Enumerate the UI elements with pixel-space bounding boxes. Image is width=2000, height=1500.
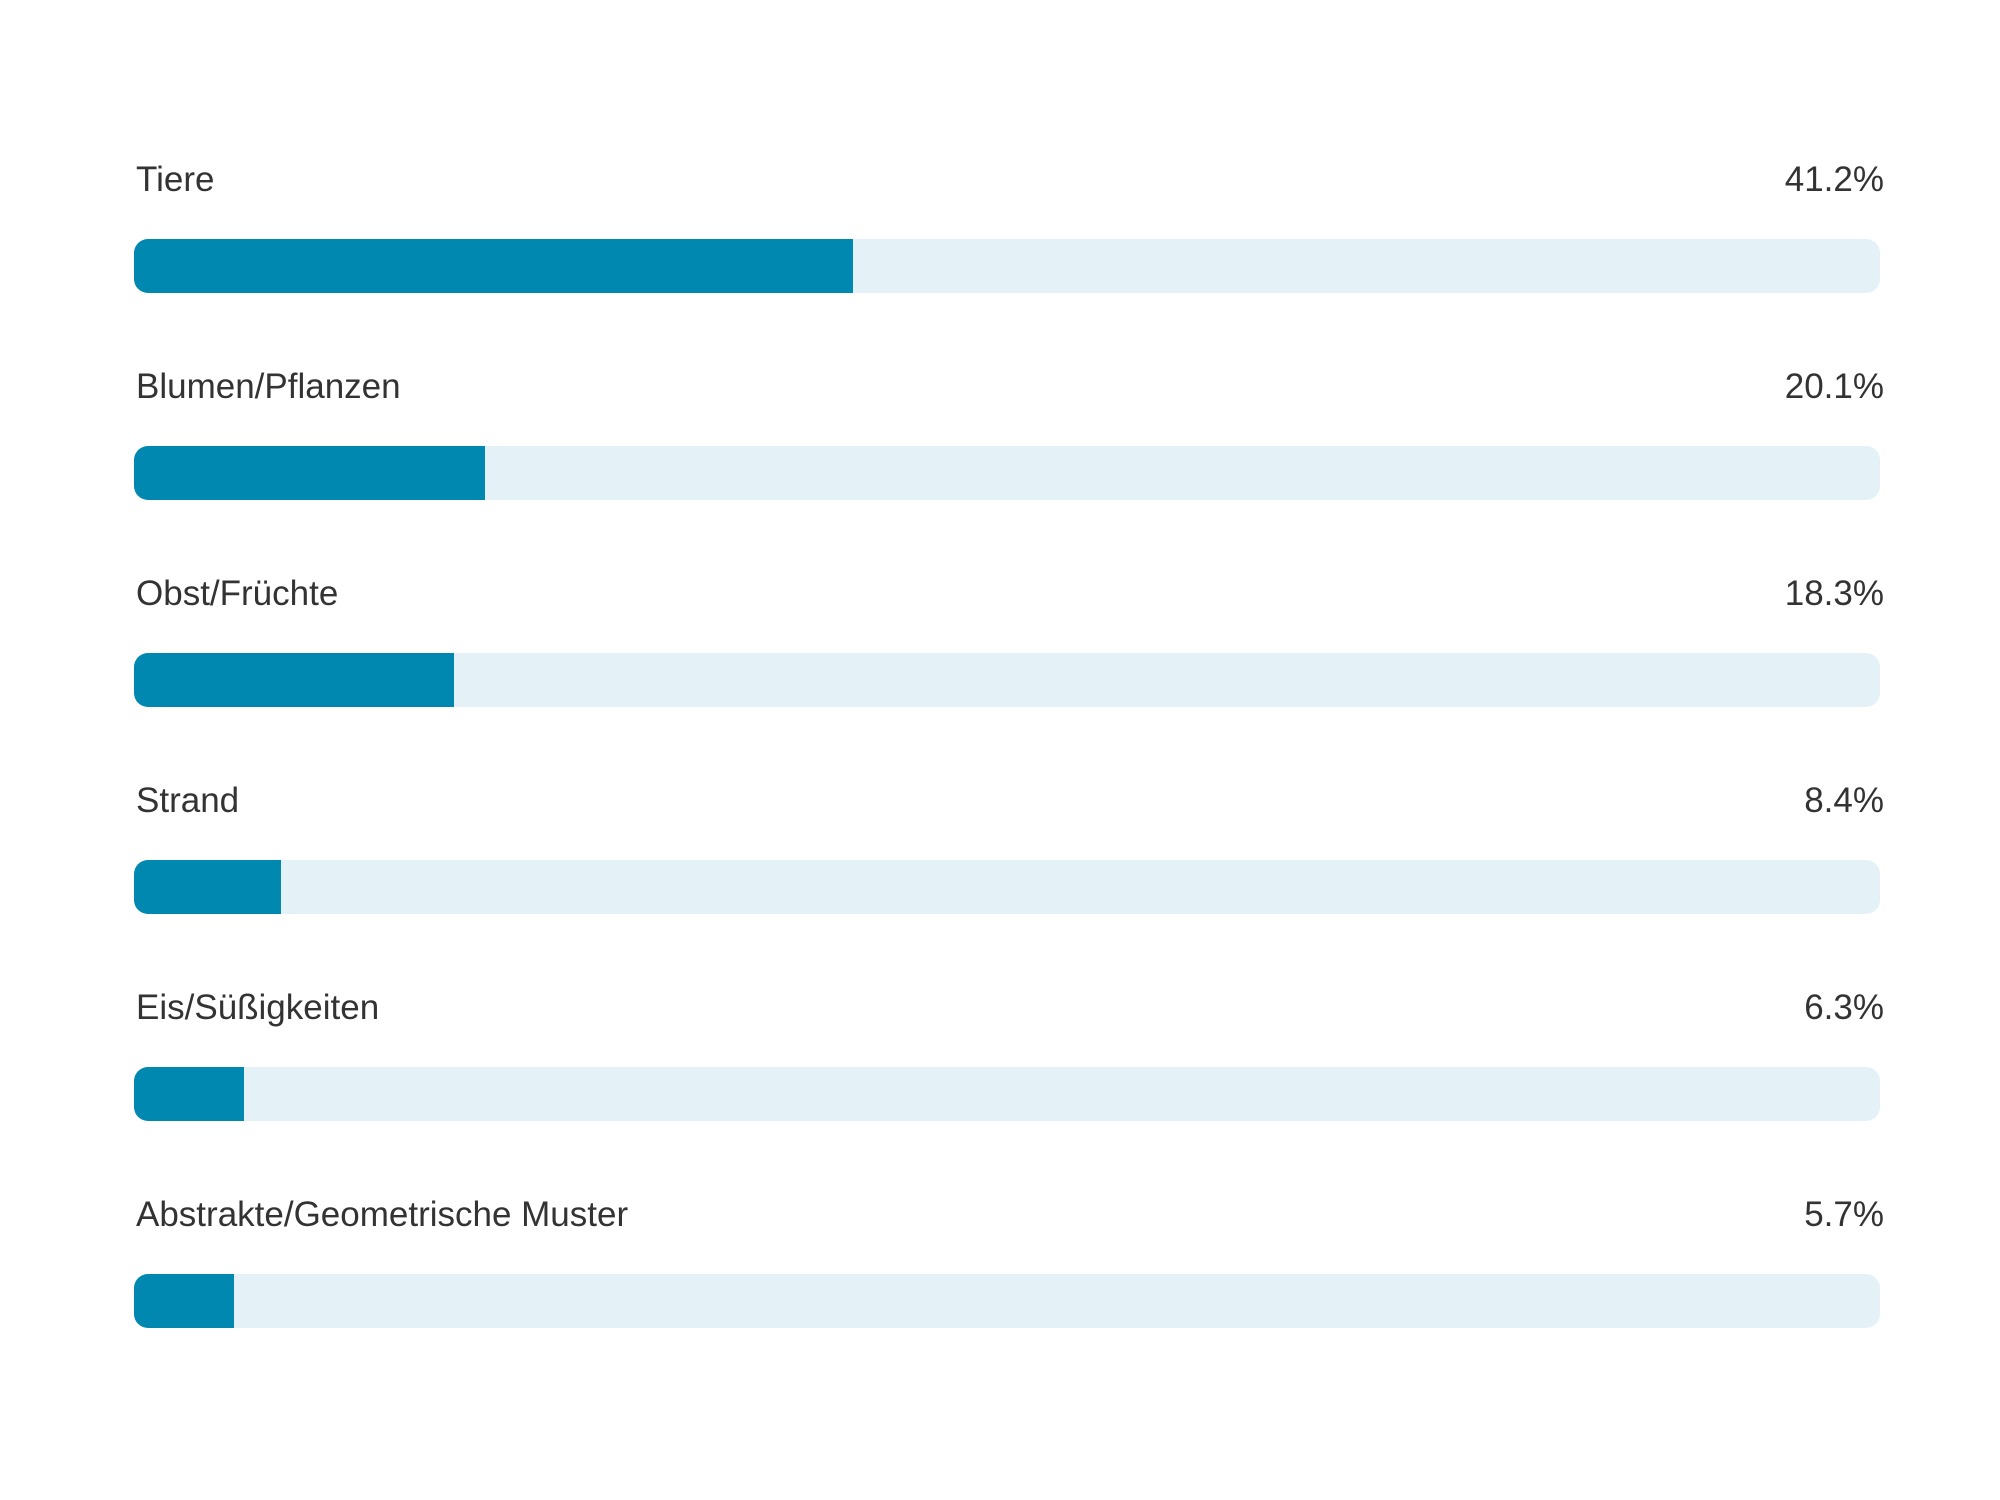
bar-row: Tiere 41.2% [134,150,1884,357]
category-label: Eis/Süßigkeiten [136,988,380,1027]
bar-fill [134,1067,244,1121]
category-label: Abstrakte/Geometrische Muster [136,1195,629,1234]
category-label: Strand [136,781,240,820]
bar-chart: Tiere 41.2% Blumen/Pflanzen 20.1% Obst/Früch… [134,150,1884,1392]
category-label: Blumen/Pflanzen [136,367,401,406]
category-label: Tiere [136,160,215,199]
bar-row: Strand 8.4% [134,771,1884,978]
value-label: 20.1% [1784,367,1884,406]
value-label: 41.2% [1784,160,1884,199]
bar-fill [134,446,485,500]
value-label: 18.3% [1784,574,1884,613]
bar-track [134,860,1880,914]
bar-row: Eis/Süßigkeiten 6.3% [134,978,1884,1185]
bar-fill [134,653,454,707]
bar-track [134,239,1880,293]
bar-fill [134,239,854,293]
category-label: Obst/Früchte [136,574,339,613]
bar-fill [134,1274,234,1328]
bar-row: Abstrakte/Geometrische Muster 5.7% [134,1185,1884,1392]
value-label: 8.4% [1804,781,1884,820]
bar-track [134,446,1880,500]
bar-track [134,653,1880,707]
bar-row: Obst/Früchte 18.3% [134,564,1884,771]
value-label: 6.3% [1804,988,1884,1027]
value-label: 5.7% [1804,1195,1884,1234]
bar-track [134,1067,1880,1121]
bar-fill [134,860,281,914]
bar-row: Blumen/Pflanzen 20.1% [134,357,1884,564]
bar-track [134,1274,1880,1328]
